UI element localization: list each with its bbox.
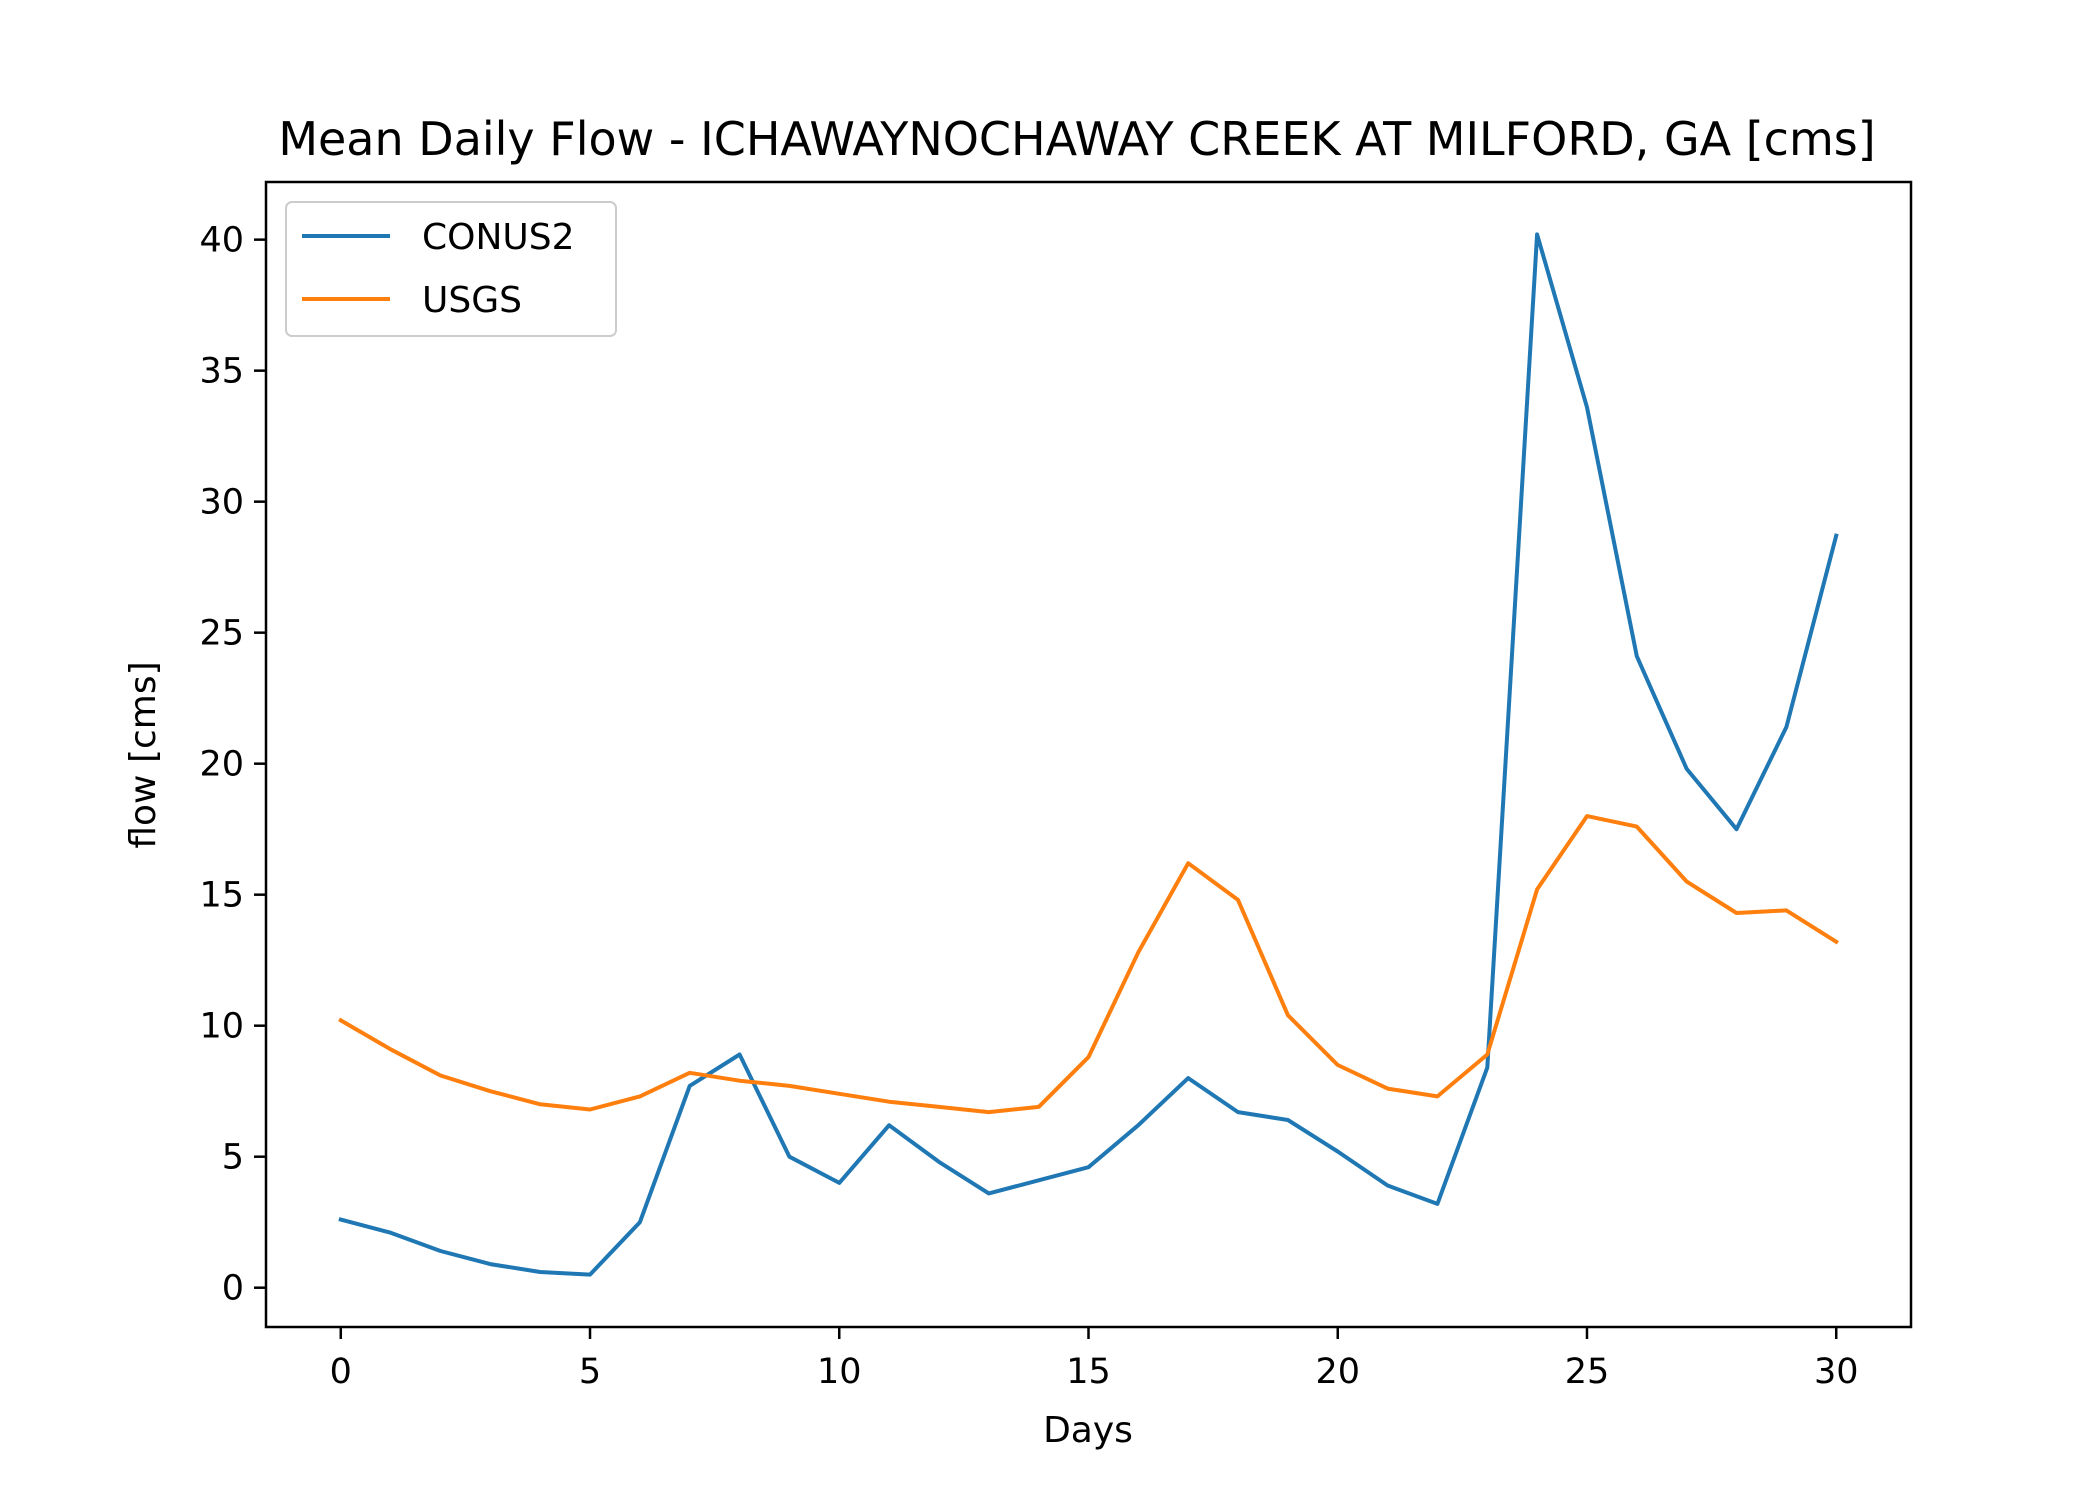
x-tick-label: 25 bbox=[1565, 1352, 1610, 1392]
x-tick-label: 0 bbox=[330, 1352, 352, 1392]
x-tick-label: 15 bbox=[1066, 1352, 1111, 1392]
series-line-conus2 bbox=[338, 232, 1839, 1277]
y-tick-label: 40 bbox=[199, 221, 244, 261]
plot-frame bbox=[264, 180, 1913, 1329]
legend-label-conus2: CONUS2 bbox=[422, 217, 575, 258]
y-tick-label: 10 bbox=[199, 1007, 244, 1047]
series-lines bbox=[338, 232, 1839, 1277]
y-tick-label: 5 bbox=[222, 1138, 244, 1178]
x-tick-label: 10 bbox=[817, 1352, 862, 1392]
y-tick-label: 15 bbox=[199, 876, 244, 916]
x-tick-label: 20 bbox=[1315, 1352, 1360, 1392]
y-tick-label: 35 bbox=[199, 352, 244, 392]
chart-title: Mean Daily Flow - ICHAWAYNOCHAWAY CREEK … bbox=[278, 112, 1875, 166]
y-tick-label: 30 bbox=[199, 483, 244, 523]
y-tick-label: 0 bbox=[222, 1269, 244, 1309]
series-line-usgs bbox=[338, 814, 1839, 1115]
x-axis-label: Days bbox=[1043, 1410, 1133, 1451]
y-tick-label: 20 bbox=[199, 745, 244, 785]
y-axis-label: flow [cms] bbox=[123, 661, 164, 848]
axis-ticks: 0 5 10 15 20 25 30 0 5 10 15 20 25 30 35 40 bbox=[199, 221, 1858, 1392]
x-tick-label: 5 bbox=[579, 1352, 601, 1392]
x-tick-label: 30 bbox=[1814, 1352, 1859, 1392]
y-tick-label: 25 bbox=[199, 614, 244, 654]
legend: CONUS2 USGS bbox=[285, 201, 617, 337]
legend-label-usgs: USGS bbox=[422, 280, 522, 321]
